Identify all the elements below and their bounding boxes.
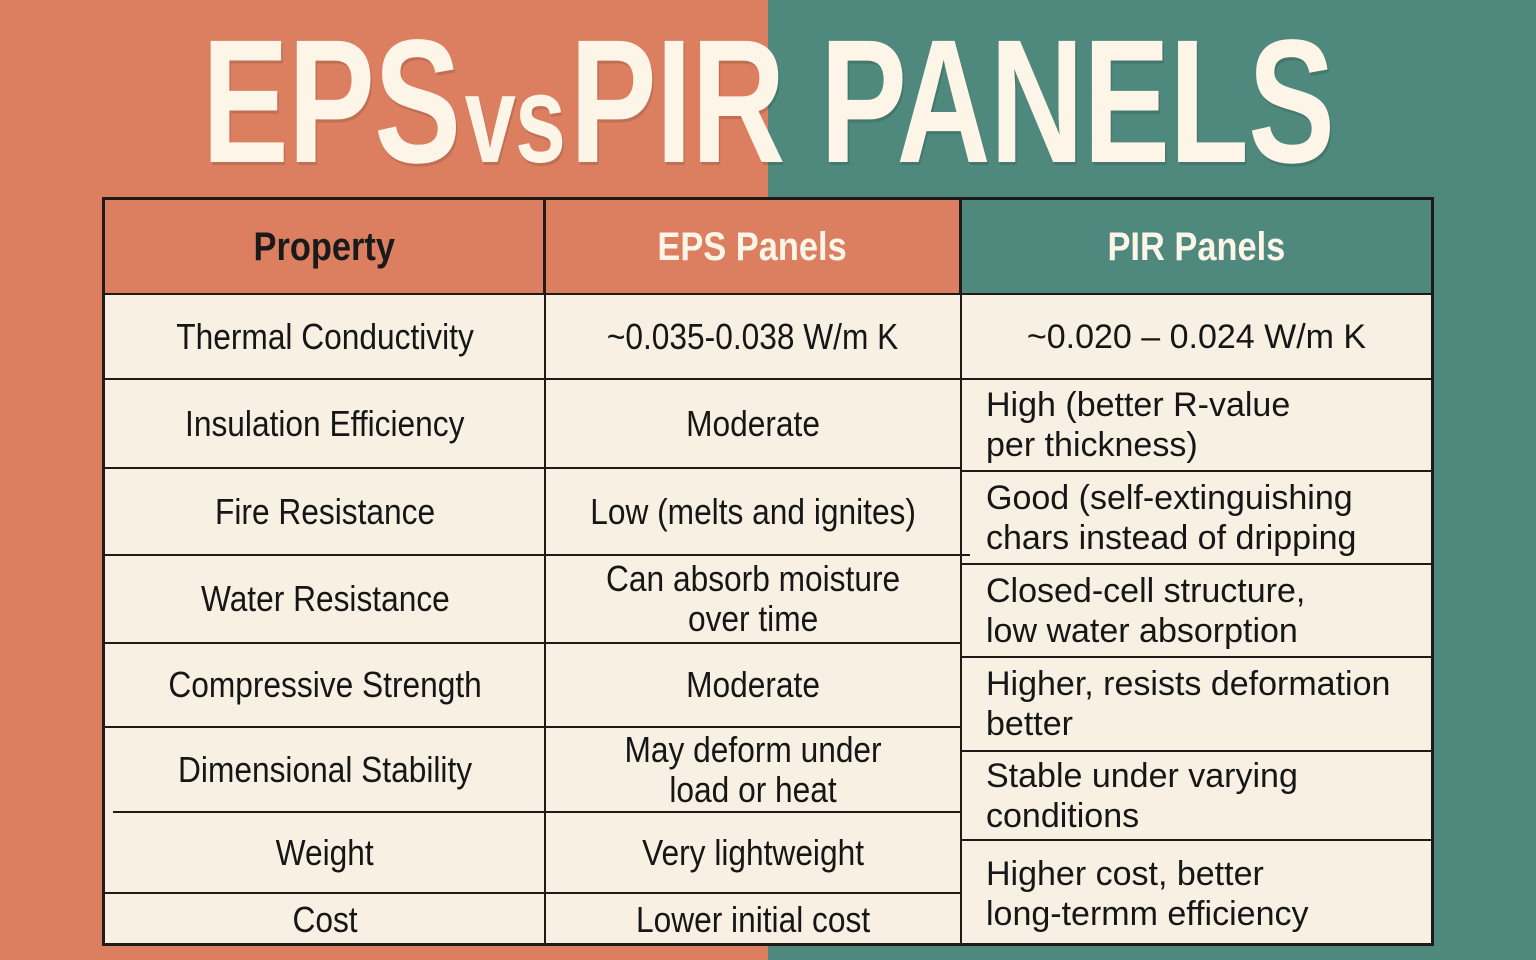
pir-row-divider: [961, 656, 1431, 658]
property-cell: Water Resistance: [200, 578, 450, 619]
pir-row-divider: [961, 750, 1431, 752]
eps-cell: Lower initial cost: [635, 899, 871, 940]
eps-cell: Very lightweight: [642, 831, 864, 873]
column-divider-1: [544, 200, 546, 946]
property-cell: Insulation Efficiency: [185, 402, 465, 444]
title-pir-panels: PIR PANELS: [569, 4, 1335, 200]
pir-cell: Higher cost, better long-termm efficienc…: [986, 854, 1309, 933]
column-divider-2: [960, 200, 962, 946]
row-divider: [113, 811, 961, 813]
pir-cell: ~0.020 – 0.024 W/m K: [1026, 317, 1367, 356]
pir-row-divider: [961, 839, 1431, 841]
property-cell: Fire Resistance: [214, 490, 436, 532]
pir-cell: Closed-cell structure, low water absorpt…: [986, 571, 1306, 650]
pir-cell: High (better R-value per thickness): [986, 386, 1291, 464]
pir-cell: Good (self-extinguishing chars instead o…: [986, 478, 1357, 557]
page-title: EPSvsPIR PANELS: [0, 14, 1536, 190]
property-cell: Dimensional Stability: [177, 748, 473, 790]
row-divider: [105, 467, 961, 469]
eps-cell: ~0.035-0.038 W/m K: [607, 315, 899, 357]
eps-cell: Can absorb moisture over time: [605, 558, 901, 639]
header-eps-panels: EPS Panels: [545, 200, 961, 294]
property-cell: Cost: [292, 899, 358, 940]
pir-cell: Stable under varying conditions: [986, 756, 1298, 835]
eps-cell: May deform under load or heat: [624, 728, 882, 810]
pir-row-divider: [961, 470, 1431, 472]
eps-cell: Moderate: [686, 664, 820, 705]
row-divider: [105, 554, 970, 556]
pir-cell: Higher, resists deformation better: [986, 665, 1391, 743]
row-divider: [105, 892, 961, 894]
row-divider: [105, 726, 961, 728]
property-cell: Compressive Strength: [168, 664, 482, 705]
header-property: Property: [105, 200, 545, 294]
pir-row-divider: [961, 563, 1431, 565]
property-cell: Thermal Conductivity: [176, 315, 474, 357]
header-pir-panels: PIR Panels: [961, 200, 1431, 294]
row-divider: [105, 642, 961, 644]
property-cell: Weight: [275, 831, 375, 873]
comparison-table: Property EPS Panels PIR Panels Thermal C…: [102, 197, 1434, 946]
pir-row-divider: [961, 378, 1431, 380]
title-vs: vs: [464, 51, 566, 189]
eps-cell: Moderate: [686, 402, 820, 444]
row-divider: [105, 378, 961, 380]
title-eps: EPS: [201, 4, 461, 200]
eps-cell: Low (melts and ignites): [590, 490, 916, 532]
header-divider: [105, 293, 1431, 295]
